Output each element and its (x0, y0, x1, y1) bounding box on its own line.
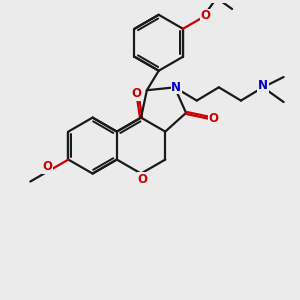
Text: N: N (258, 80, 268, 92)
Text: N: N (171, 81, 181, 94)
Text: O: O (132, 87, 142, 100)
Text: O: O (200, 9, 210, 22)
Text: O: O (209, 112, 219, 125)
Text: O: O (137, 173, 148, 186)
Text: O: O (42, 160, 52, 173)
